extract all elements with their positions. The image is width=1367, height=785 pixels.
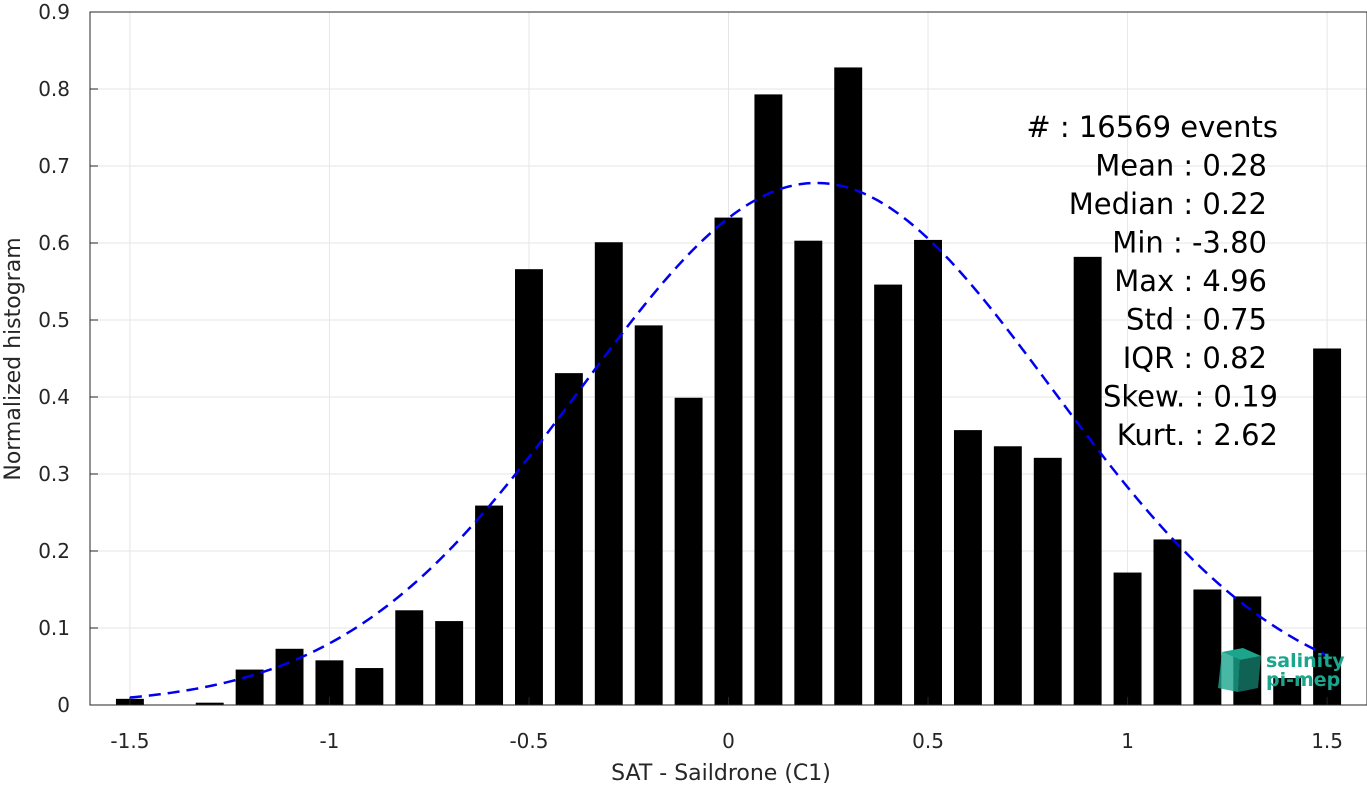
y-tick-label: 0.1: [38, 616, 70, 640]
y-tick-label: 0.6: [38, 231, 70, 255]
stat-line: Median : 0.22: [1069, 187, 1267, 221]
histogram-bar: [355, 668, 384, 705]
histogram-bar: [1273, 678, 1302, 705]
stat-line: # : 16569 events: [1026, 110, 1278, 144]
y-tick-label: 0.4: [38, 385, 70, 409]
stat-line: Min : -3.80: [1112, 226, 1267, 260]
histogram-bar: [634, 325, 663, 705]
histogram-bar: [1153, 539, 1182, 705]
histogram-bar: [395, 610, 424, 705]
histogram-bar: [515, 269, 543, 705]
y-tick-label: 0.2: [38, 539, 70, 563]
y-axis-label: Normalized histogram: [1, 237, 26, 480]
gaussian-fit-curve: [129, 181, 1328, 699]
stat-line: IQR : 0.82: [1123, 341, 1267, 375]
salinity-pimep-logo: salinity pi-mep: [1218, 648, 1345, 692]
x-tick-label: -1.5: [110, 729, 149, 753]
histogram-bar: [794, 240, 823, 705]
histogram-bar: [1073, 256, 1102, 705]
y-tick-label: 0.3: [38, 462, 70, 486]
histogram-bar: [953, 430, 982, 705]
x-tick-label: -0.5: [509, 729, 548, 753]
stat-line: Mean : 0.28: [1095, 149, 1267, 183]
histogram-bar: [993, 446, 1022, 705]
histogram-bar: [1313, 348, 1342, 705]
logo-line-1: salinity: [1266, 650, 1345, 672]
stat-line: Max : 4.96: [1114, 264, 1267, 298]
statistics-annotation: # : 16569 events Mean : 0.28 Median : 0.22…: [1026, 110, 1278, 452]
histogram-bar: [435, 621, 464, 705]
histogram-bar: [475, 505, 504, 705]
x-tick-label: 1: [1121, 729, 1134, 753]
stat-line: Kurt. : 2.62: [1117, 418, 1278, 452]
y-tick-label: 0.7: [38, 154, 70, 178]
y-tick-label: 0.9: [38, 0, 70, 24]
stat-line: Std : 0.75: [1126, 303, 1267, 337]
x-tick-label: 0: [722, 729, 735, 753]
histogram-bar: [594, 242, 623, 706]
histogram-bar: [1113, 572, 1142, 705]
histogram-bar: [714, 217, 743, 705]
histogram-bar: [1193, 589, 1222, 705]
histogram-bar: [674, 397, 703, 705]
x-axis-ticks: -1.5 -1 -0.5 0 0.5 1 1.5: [110, 697, 1343, 753]
histogram-bar: [834, 67, 863, 705]
y-tick-label: 0.8: [38, 77, 70, 101]
y-tick-label: 0: [57, 693, 70, 717]
x-tick-label: 0.5: [912, 729, 944, 753]
x-tick-label: -1: [319, 729, 339, 753]
x-tick-label: 1.5: [1311, 729, 1343, 753]
stat-line: Skew. : 0.19: [1103, 380, 1278, 414]
histogram-bar: [754, 94, 783, 705]
histogram-bar: [554, 373, 583, 705]
histogram-bar: [914, 239, 942, 706]
logo-cube-icon: [1218, 648, 1261, 692]
y-axis-ticks: 0 0.1 0.2 0.3 0.4 0.5 0.6 0.7 0.8 0.9: [38, 0, 98, 717]
logo-line-2: pi-mep: [1266, 669, 1340, 691]
histogram-bar: [874, 284, 903, 705]
y-tick-label: 0.5: [38, 308, 70, 332]
histogram-bar: [1033, 457, 1062, 705]
histogram-bar: [195, 702, 224, 705]
x-axis-label: SAT - Saildrone (C1): [611, 761, 831, 785]
